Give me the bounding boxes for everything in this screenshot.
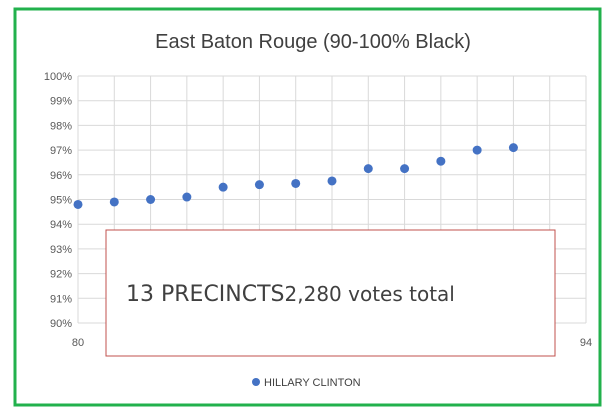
y-axis: 90% 91% 92% 93% 94% 95% 96% 97% 98% 99% 100% <box>44 71 72 330</box>
data-point <box>254 180 264 190</box>
legend-label: HILLARY CLINTON <box>264 377 361 389</box>
legend: HILLARY CLINTON <box>252 377 361 389</box>
annotation-votes: 2,280 votes total <box>285 282 455 306</box>
y-tick-label: 96% <box>50 170 72 182</box>
annotation-frame <box>105 229 556 357</box>
annotation-precincts: 13 PRECINCTS <box>126 282 285 307</box>
y-tick-label: 98% <box>50 120 72 132</box>
chart-title: East Baton Rouge (90-100% Black) <box>155 31 471 53</box>
y-tick-label: 92% <box>50 269 72 281</box>
y-tick-label: 94% <box>50 219 72 231</box>
data-point <box>182 192 192 202</box>
data-point <box>472 145 482 155</box>
data-series-hillary-clinton <box>73 143 518 209</box>
y-tick-label: 99% <box>50 96 72 108</box>
data-point <box>146 195 156 204</box>
y-tick-label: 95% <box>50 195 72 207</box>
data-point <box>508 143 518 153</box>
y-tick-label: 91% <box>50 293 72 305</box>
y-tick-label: 90% <box>50 318 72 330</box>
data-point <box>363 164 373 174</box>
y-tick-label: 97% <box>50 145 72 157</box>
y-tick-label: 100% <box>44 71 72 83</box>
data-point <box>327 176 337 186</box>
legend-marker <box>252 378 260 386</box>
annotation-text: 13 PRECINCTS2,280 votes total <box>126 282 455 307</box>
x-tick-label: 80 <box>72 337 84 349</box>
data-point <box>436 156 446 166</box>
annotation-box: 13 PRECINCTS2,280 votes total <box>105 229 556 357</box>
data-point <box>73 199 83 209</box>
data-point <box>109 197 119 207</box>
y-tick-label: 93% <box>50 244 72 256</box>
data-point <box>291 178 301 188</box>
data-point <box>218 182 228 192</box>
x-axis: 80 94 <box>72 337 592 349</box>
data-point <box>400 164 410 174</box>
x-tick-label: 94 <box>580 337 592 349</box>
